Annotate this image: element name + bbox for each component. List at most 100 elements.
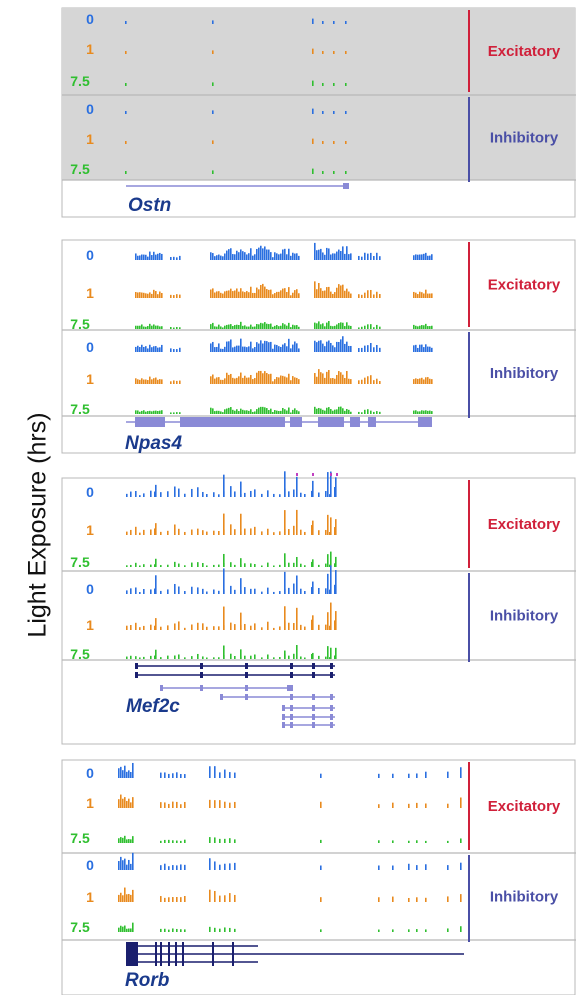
signal-peak	[392, 802, 394, 808]
signal-peak	[250, 490, 252, 497]
signal-peak	[266, 323, 268, 329]
signal-peak	[416, 897, 418, 902]
signal-peak	[214, 766, 216, 778]
signal-peak	[427, 255, 429, 260]
gene-model-exon	[135, 663, 138, 669]
signal-peak	[224, 801, 226, 808]
signal-peak	[267, 528, 269, 535]
signal-peak	[244, 587, 246, 594]
signal-peak	[392, 840, 394, 843]
signal-peak	[197, 622, 199, 630]
signal-peak	[345, 111, 347, 114]
signal-peak	[379, 326, 381, 329]
signal-peak	[421, 377, 423, 384]
signal-peak	[143, 379, 145, 384]
signal-peak	[340, 285, 342, 298]
signal-peak	[135, 562, 137, 567]
signal-peak	[229, 772, 231, 778]
signal-peak	[312, 559, 314, 567]
signal-peak	[216, 291, 218, 298]
signal-peak	[284, 650, 286, 659]
signal-peak	[214, 927, 216, 932]
signal-peak	[141, 292, 143, 298]
signal-peak	[126, 894, 128, 902]
signal-peak	[222, 348, 224, 352]
signal-peak	[206, 565, 208, 567]
signal-peak	[223, 645, 225, 659]
signal-peak	[236, 345, 238, 352]
signal-peak	[234, 862, 236, 870]
signal-peak	[298, 255, 300, 260]
signal-peak	[370, 324, 372, 329]
signal-peak	[316, 289, 318, 298]
signal-peak	[296, 476, 298, 497]
signal-peak	[330, 408, 332, 414]
signal-peak	[126, 656, 128, 659]
gene-model-exon	[155, 958, 157, 966]
signal-peak	[417, 254, 419, 260]
signal-peak	[294, 377, 296, 384]
signal-peak	[137, 379, 139, 384]
signal-peak	[218, 564, 220, 567]
signal-peak	[135, 253, 137, 260]
signal-peak	[326, 287, 328, 298]
signal-peak	[226, 250, 228, 260]
signal-peak	[252, 411, 254, 414]
signal-peak	[170, 412, 172, 414]
signal-peak	[280, 290, 282, 298]
signal-peak	[173, 327, 175, 329]
signal-peak	[244, 346, 246, 352]
signal-peak	[160, 565, 162, 567]
signal-peak	[350, 379, 352, 384]
signal-peak	[304, 657, 306, 659]
signal-peak	[145, 326, 147, 329]
signal-peak	[197, 587, 199, 594]
signal-peak	[216, 255, 218, 260]
signal-peak	[147, 326, 149, 329]
signal-peak	[413, 291, 415, 298]
signal-peak	[279, 531, 281, 535]
signal-peak	[167, 625, 169, 630]
signal-peak	[223, 513, 225, 535]
signal-peak	[261, 591, 263, 594]
gene-model-exon	[220, 694, 223, 700]
signal-peak	[159, 326, 161, 329]
signal-peak	[318, 283, 320, 298]
signal-peak	[342, 374, 344, 384]
signal-peak	[141, 324, 143, 329]
signal-peak	[197, 528, 199, 535]
signal-peak	[212, 140, 214, 144]
signal-peak	[316, 342, 318, 352]
signal-peak	[336, 341, 338, 352]
signal-peak	[179, 347, 181, 352]
signal-peak	[118, 838, 120, 843]
signal-peak	[373, 380, 375, 384]
signal-peak	[260, 370, 262, 384]
signal-peak	[364, 325, 366, 329]
signal-peak	[320, 372, 322, 384]
signal-peak	[325, 491, 327, 497]
signal-peak	[266, 373, 268, 384]
signal-peak	[293, 525, 295, 535]
signal-peak	[408, 863, 410, 870]
signal-peak	[447, 865, 449, 870]
signal-peak	[296, 575, 298, 594]
signal-peak	[311, 587, 313, 594]
signal-peak	[254, 411, 256, 414]
signal-peak	[244, 375, 246, 384]
signal-peak	[214, 347, 216, 352]
signal-peak	[333, 111, 335, 114]
signal-peak	[326, 247, 328, 260]
signal-peak	[155, 523, 157, 535]
signal-peak	[425, 864, 427, 870]
signal-peak	[240, 249, 242, 260]
signal-peak	[264, 286, 266, 298]
signal-peak	[151, 255, 153, 260]
signal-peak	[130, 625, 132, 630]
gene-model-exon	[312, 672, 315, 678]
gene-model-exon	[212, 950, 214, 958]
signal-peak	[425, 929, 427, 932]
signal-peak	[220, 379, 222, 384]
signal-peak	[147, 293, 149, 298]
signal-peak	[376, 291, 378, 298]
